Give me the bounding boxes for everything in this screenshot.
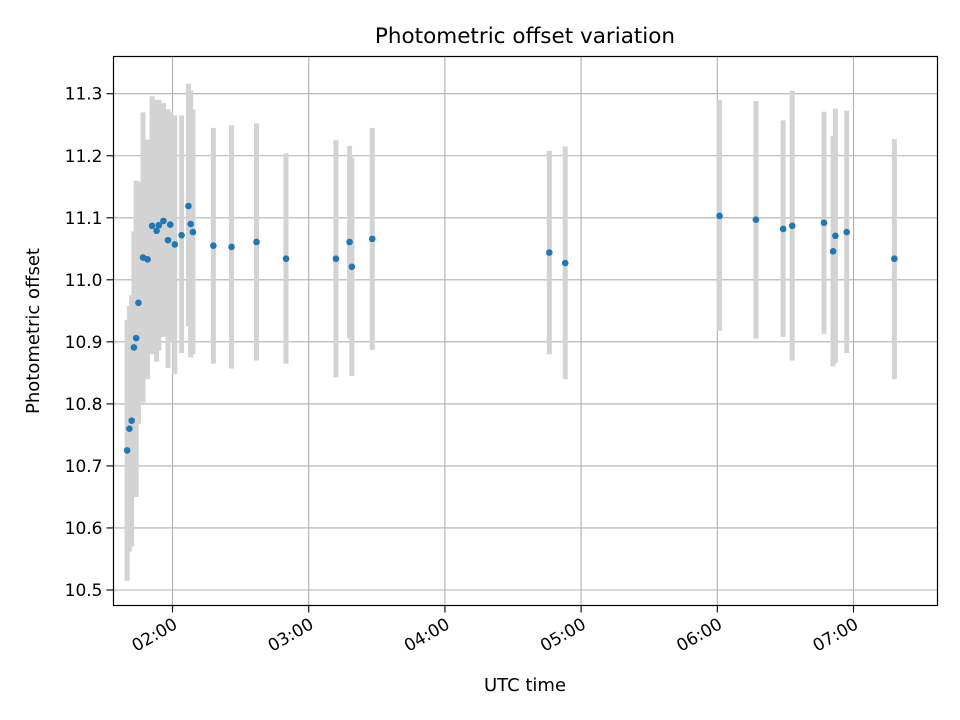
data-point — [788, 222, 796, 230]
data-point — [820, 219, 828, 227]
data-point — [164, 236, 172, 244]
data-point — [187, 220, 194, 228]
data-point — [132, 334, 140, 342]
data-points — [123, 202, 898, 454]
data-point — [178, 231, 185, 239]
data-point — [166, 221, 174, 228]
data-point — [282, 255, 290, 263]
data-point — [891, 255, 898, 263]
data-point — [368, 235, 376, 243]
data-point — [153, 227, 160, 235]
data-point — [123, 447, 131, 454]
data-point — [135, 299, 142, 307]
data-point — [752, 216, 760, 223]
data-point — [779, 225, 787, 233]
data-point — [144, 256, 151, 263]
plot-frame — [112, 55, 939, 607]
data-point — [546, 249, 553, 256]
data-point — [843, 228, 851, 236]
data-point — [128, 417, 135, 424]
data-point — [171, 241, 179, 248]
data-point — [130, 344, 138, 351]
data-point — [832, 232, 839, 240]
grid-lines — [113, 56, 938, 606]
data-point — [148, 222, 156, 230]
x-axis-label: UTC time — [484, 675, 566, 696]
y-tick-label: 11.1 — [65, 209, 103, 229]
data-point — [253, 238, 260, 246]
data-point — [155, 221, 163, 229]
y-tick-label: 10.6 — [65, 519, 103, 539]
y-tick-label: 11.0 — [65, 271, 103, 291]
data-point — [185, 202, 192, 210]
data-point — [829, 247, 837, 255]
data-point — [210, 242, 217, 250]
y-tick-label: 10.8 — [65, 395, 103, 415]
y-tick-label: 10.9 — [65, 333, 103, 353]
data-point — [561, 259, 569, 267]
data-point — [346, 238, 353, 246]
data-point — [332, 255, 340, 263]
data-point — [716, 212, 723, 220]
y-tick-label: 11.3 — [65, 85, 103, 105]
y-tick-label: 10.7 — [65, 457, 103, 477]
y-axis-label: Photometric offset — [23, 248, 44, 414]
data-point — [189, 228, 197, 236]
y-tick-label: 10.5 — [65, 581, 103, 601]
data-point — [228, 243, 235, 251]
chart-title: Photometric offset variation — [375, 24, 675, 49]
y-tick-label: 11.2 — [65, 147, 103, 167]
data-point — [126, 425, 133, 433]
data-point — [348, 263, 356, 271]
data-point — [160, 217, 167, 225]
